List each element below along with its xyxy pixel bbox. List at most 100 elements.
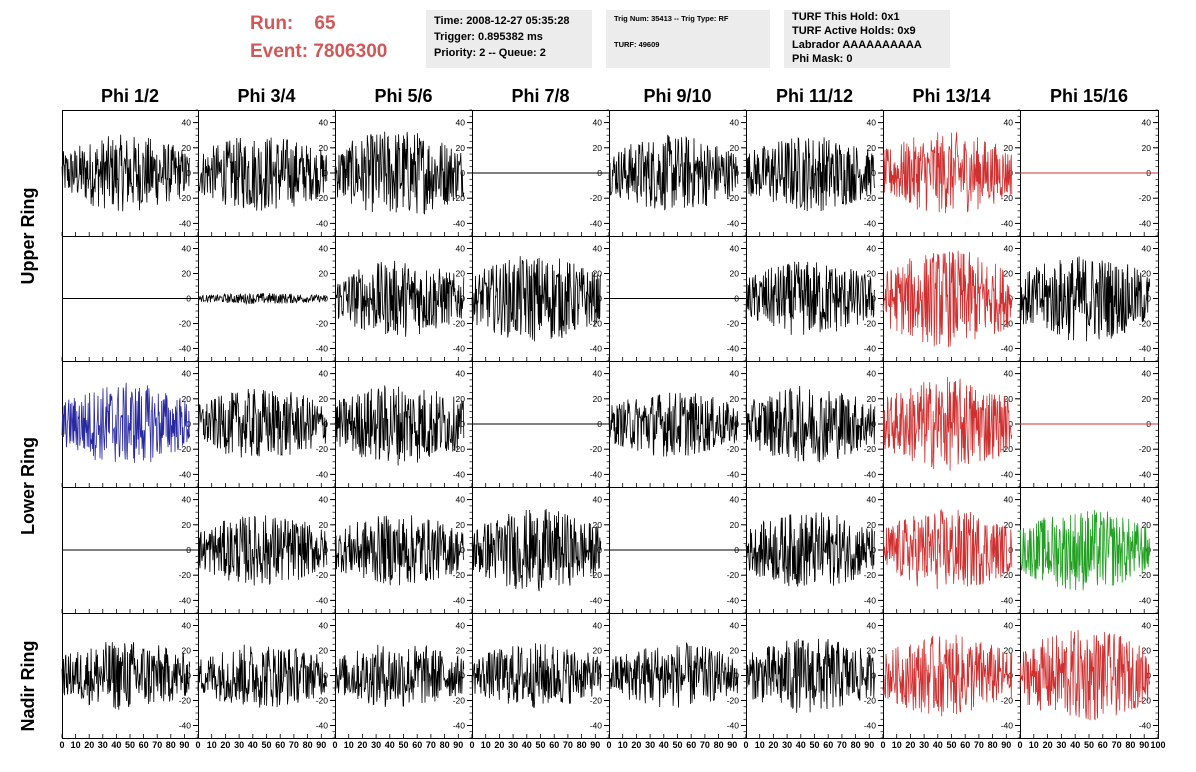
y-tick-label: 20 [593, 520, 603, 530]
x-tick-label: 10 [344, 740, 354, 750]
y-tick-label: -40 [179, 721, 192, 731]
y-tick-label: -20 [727, 444, 740, 454]
panel-r1-c7: 40 20 0 -20 -40 [1019, 235, 1159, 362]
waveform-trace [471, 643, 602, 708]
waveform-trace [334, 260, 465, 337]
time-text: Time: 2008-12-27 05:35:28 [434, 15, 570, 27]
waveform-trace [882, 132, 1013, 214]
y-tick-label: 20 [593, 646, 603, 656]
column-header-phi-9-10: Phi 9/10 [643, 86, 712, 106]
panel-r0-c2: 40 20 0 -20 -40 [334, 109, 473, 237]
x-tick-label: 70 [1112, 740, 1122, 750]
waveform-trace [1019, 629, 1151, 721]
y-tick-label: -40 [864, 721, 877, 731]
y-tick-label: -40 [179, 344, 192, 354]
y-tick-label: 20 [182, 269, 192, 279]
x-tick-label: 80 [714, 740, 724, 750]
x-tick-label: 10 [481, 740, 491, 750]
column-header-phi-7-8: Phi 7/8 [511, 86, 570, 106]
waveform-trace [882, 634, 1013, 717]
column-header-phi-15-16: Phi 15/16 [1049, 86, 1129, 106]
y-tick-label: 40 [456, 118, 466, 128]
x-tick-label: 0 [606, 740, 611, 750]
y-tick-label: 40 [1004, 244, 1014, 254]
y-tick-label: -40 [316, 595, 329, 605]
panel-r2-c2: 40 20 0 -20 -40 [334, 360, 473, 488]
y-tick-label: 0 [460, 294, 465, 304]
waveform-trace [608, 134, 739, 211]
waveform-trace [334, 644, 465, 707]
x-tick-label: 50 [672, 740, 682, 750]
timing-info-box: Time: 2008-12-27 05:35:28 Trigger: 0.895… [426, 10, 592, 68]
y-tick-label: 20 [182, 143, 192, 153]
event-label: Event: [250, 41, 309, 62]
y-tick-label: 20 [1004, 394, 1014, 404]
y-tick-label: -20 [453, 193, 466, 203]
y-tick-label: 20 [182, 394, 192, 404]
y-tick-label: -20 [1001, 570, 1014, 580]
y-tick-label: 40 [867, 244, 877, 254]
y-tick-label: -40 [727, 218, 740, 228]
y-tick-label: 40 [593, 244, 603, 254]
y-tick-label: -40 [727, 721, 740, 731]
x-tick-label: 20 [768, 740, 778, 750]
x-tick-label: 30 [234, 740, 244, 750]
y-tick-label: 20 [867, 143, 877, 153]
y-tick-label: -20 [179, 696, 192, 706]
y-tick-label: -40 [1001, 344, 1014, 354]
y-tick-label: 20 [456, 394, 466, 404]
y-tick-label: -20 [727, 570, 740, 580]
y-tick-label: 40 [456, 495, 466, 505]
y-tick-label: -40 [1139, 469, 1152, 479]
x-tick-label: 20 [220, 740, 230, 750]
x-tick-label: 0 [469, 740, 474, 750]
y-tick-label: 20 [867, 269, 877, 279]
x-tick-label: 80 [1125, 740, 1135, 750]
x-tick-label: 20 [1043, 740, 1053, 750]
y-tick-label: -20 [1001, 696, 1014, 706]
y-tick-label: -20 [453, 696, 466, 706]
x-tick-label: 90 [453, 740, 463, 750]
y-tick-label: -40 [316, 218, 329, 228]
y-tick-label: 20 [456, 646, 466, 656]
y-tick-label: -40 [590, 469, 603, 479]
x-tick-label: 30 [508, 740, 518, 750]
waveform-trace [197, 644, 328, 708]
y-tick-label: -20 [590, 696, 603, 706]
column-header-phi-1-2: Phi 1/2 [100, 86, 160, 106]
y-tick-label: -40 [1001, 595, 1014, 605]
x-tick-label: 70 [700, 740, 710, 750]
waveform-trace [745, 512, 876, 587]
x-tick-label: 60 [960, 740, 970, 750]
y-tick-label: 20 [319, 646, 329, 656]
x-tick-label: 10 [892, 740, 902, 750]
y-tick-label: 20 [867, 520, 877, 530]
y-tick-label: -20 [453, 570, 466, 580]
y-tick-label: 20 [730, 520, 740, 530]
x-tick-label: 70 [837, 740, 847, 750]
x-tick-label: 80 [166, 740, 176, 750]
y-tick-label: 40 [319, 495, 329, 505]
run-event-info: Run: 65 Event: 7806300 [250, 10, 387, 66]
y-tick-label: -40 [864, 469, 877, 479]
waveform-trace [471, 508, 602, 592]
x-tick-label: 90 [864, 740, 874, 750]
x-tick-label: 0 [1017, 740, 1022, 750]
y-tick-label: 40 [593, 118, 603, 128]
priority-text: Priority: 2 -- Queue: 2 [434, 47, 546, 59]
y-tick-label: 40 [182, 495, 192, 505]
x-tick-label: 70 [563, 740, 573, 750]
waveform-trace [471, 256, 602, 342]
